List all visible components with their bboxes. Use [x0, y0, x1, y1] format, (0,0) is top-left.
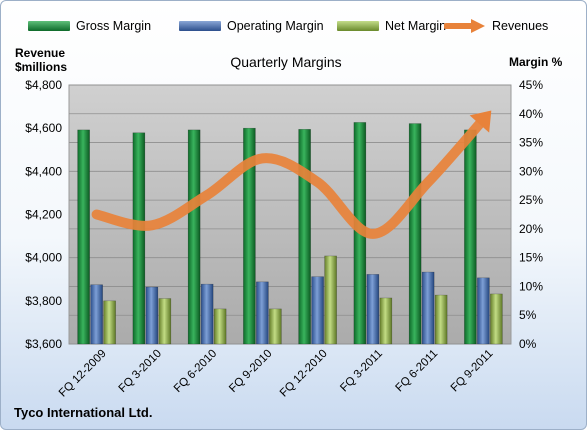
gross-margin-bar — [77, 129, 90, 345]
net-margin-bar — [324, 255, 337, 345]
legend-swatch-net-margin — [337, 21, 379, 31]
net-margin-bar — [490, 293, 503, 345]
operating-margin-bar — [477, 277, 490, 345]
right-axis-tick-label: 15% — [519, 251, 543, 265]
left-axis-title-line2: $millions — [15, 60, 68, 74]
right-axis-tick-label: 20% — [519, 222, 543, 236]
left-axis-title-line1: Revenue — [15, 46, 66, 60]
right-axis-tick-label: 25% — [519, 193, 543, 207]
gross-margin-bar — [243, 127, 256, 345]
chart-footer: Tyco International Ltd. — [14, 405, 153, 420]
x-axis-tick-label: FQ 6-2011 — [393, 348, 440, 395]
operating-margin-bar — [200, 283, 214, 345]
legend-label: Net Margin — [385, 19, 447, 33]
gross-margin-bar — [132, 132, 146, 345]
legend-swatch-operating-margin — [179, 21, 221, 31]
right-axis-tick-label: 0% — [519, 337, 537, 351]
x-axis-tick-label: FQ 9-2011 — [449, 348, 496, 395]
operating-margin-bar — [145, 286, 159, 345]
left-axis-tick-label: $4,000 — [25, 251, 62, 265]
right-axis-tick-label: 10% — [519, 279, 543, 293]
legend-label: Gross Margin — [76, 19, 152, 33]
left-axis-tick-label: $3,800 — [25, 294, 62, 308]
gross-margin-bar — [298, 129, 311, 345]
right-axis-title: Margin % — [509, 55, 563, 69]
net-margin-bar — [269, 308, 282, 345]
operating-margin-bar — [421, 271, 435, 345]
legend-gross-margin: Gross Margin — [28, 16, 151, 36]
legend-swatch-gross-margin — [28, 21, 70, 31]
right-axis-tick-label: 5% — [519, 308, 537, 322]
net-margin-bar — [213, 308, 227, 345]
left-axis-tick-label: $3,600 — [25, 337, 62, 351]
legend-label: Revenues — [492, 19, 549, 33]
left-axis-tick-label: $4,200 — [25, 208, 62, 222]
revenues-arrowhead — [469, 110, 492, 133]
legend-revenues: Revenues — [444, 16, 548, 36]
legend-label: Operating Margin — [227, 19, 324, 33]
legend-operating-margin: Operating Margin — [179, 16, 324, 36]
revenues-line — [91, 114, 489, 239]
net-margin-bar — [379, 297, 393, 345]
operating-margin-bar — [256, 281, 269, 345]
gross-margin-bar — [408, 123, 422, 345]
right-axis-tick-label: 35% — [519, 136, 543, 150]
gross-margin-bar — [187, 129, 201, 345]
x-axis-tick-label: FQ 12-2010 — [278, 348, 330, 400]
chart-title: Quarterly Margins — [230, 54, 342, 70]
x-axis-tick-label: FQ 9-2010 — [227, 348, 274, 395]
x-axis-tick-label: FQ 3-2011 — [338, 348, 385, 395]
legend-net-margin: Net Margin — [337, 16, 446, 36]
operating-margin-bar — [366, 274, 380, 345]
x-axis-tick-label: FQ 12-2009 — [57, 348, 109, 400]
x-axis-tick-label: FQ 6-2010 — [172, 348, 219, 395]
net-margin-bar — [158, 298, 172, 345]
left-axis-tick-label: $4,400 — [25, 164, 62, 178]
net-margin-bar — [103, 300, 116, 345]
right-axis-tick-label: 30% — [519, 164, 543, 178]
gross-margin-bar — [464, 129, 477, 345]
operating-margin-bar — [311, 276, 324, 345]
right-axis-tick-label: 45% — [519, 78, 543, 92]
operating-margin-bar — [90, 284, 103, 345]
net-margin-bar — [434, 294, 448, 345]
x-axis-tick-label: FQ 3-2010 — [117, 348, 164, 395]
left-axis-tick-label: $4,600 — [25, 121, 62, 135]
left-axis-tick-label: $4,800 — [25, 78, 62, 92]
left-axis-title: Revenue $millions — [15, 46, 67, 74]
right-axis-tick-label: 40% — [519, 107, 543, 121]
legend-swatch-revenues — [444, 19, 485, 33]
